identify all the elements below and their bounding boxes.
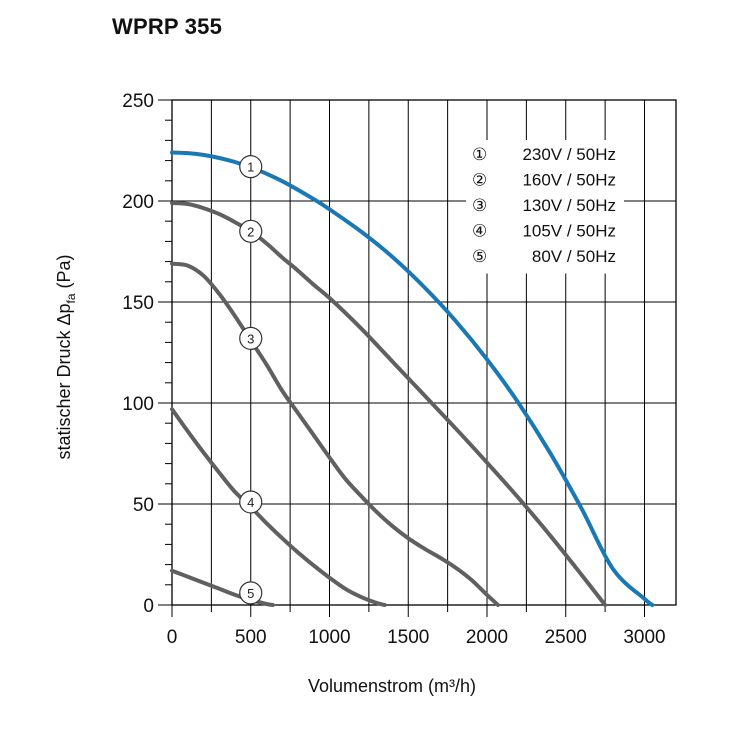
y-tick-label: 150 — [122, 293, 154, 314]
legend-symbol-2: ② — [472, 171, 487, 190]
marker-label: 3 — [247, 331, 254, 346]
y-tick-label: 200 — [122, 192, 154, 213]
marker-circle — [239, 155, 263, 179]
curve-marker-3: 3 — [239, 326, 263, 350]
series-line-2 — [170, 201, 608, 607]
y-tick-label: 0 — [143, 596, 154, 617]
curve-marker-2: 2 — [239, 219, 263, 243]
legend-entry-5: 80V / 50Hz — [532, 247, 616, 266]
curve-marker-4: 4 — [239, 490, 263, 514]
plot-border — [171, 99, 677, 606]
y-axis-label: statischer Druck Δpfa (Pa) — [54, 254, 78, 459]
y-axis-label-unit: (Pa) — [54, 254, 74, 293]
x-tick-label: 1500 — [387, 627, 429, 648]
curve-markers: 1 2 3 4 5 — [239, 155, 263, 605]
legend-entry-2: 160V / 50Hz — [522, 171, 616, 190]
legend-entry-4: 105V / 50Hz — [522, 222, 616, 241]
legend-entry-1: 230V / 50Hz — [522, 145, 616, 164]
legend-symbol-5: ⑤ — [472, 247, 487, 266]
x-tick-label: 3000 — [623, 627, 665, 648]
legend-symbol-3: ③ — [472, 196, 487, 215]
marker-label: 4 — [247, 495, 254, 510]
marker-label: 2 — [247, 224, 254, 239]
series-line-5 — [170, 568, 275, 607]
y-tick-label: 100 — [122, 394, 154, 415]
marker-label: 1 — [247, 160, 254, 175]
series-line-4 — [170, 407, 387, 607]
marker-label: 5 — [247, 586, 254, 601]
legend-entry-3: 130V / 50Hz — [522, 196, 616, 215]
x-tick-label: 1000 — [308, 627, 350, 648]
chart-title: WPRP 355 — [112, 14, 223, 39]
legend: ① 230V / 50Hz ② 160V / 50Hz ③ 130V / 50Hz ④ 105… — [466, 140, 624, 274]
series-lines — [170, 150, 655, 607]
y-axis-label-main: statischer Druck Δp — [54, 303, 74, 459]
y-axis-label-subscript: fa — [64, 293, 78, 303]
y-tick-label: 50 — [133, 495, 154, 516]
curve-marker-1: 1 — [239, 155, 263, 179]
x-tick-label: 2000 — [466, 627, 508, 648]
legend-box — [466, 140, 624, 274]
x-tick-label: 500 — [235, 627, 267, 648]
marker-circle — [239, 490, 263, 514]
marker-circle — [239, 219, 263, 243]
x-tick-label: 2500 — [545, 627, 587, 648]
curve-marker-5: 5 — [239, 581, 263, 605]
y-tick-label: 250 — [122, 91, 154, 112]
x-axis-label: Volumenstrom (m³/h) — [308, 676, 476, 696]
series-line-3 — [170, 261, 500, 607]
plot-frame — [171, 99, 677, 606]
marker-circle — [239, 581, 263, 605]
legend-symbol-1: ① — [472, 145, 487, 164]
marker-circle — [239, 326, 263, 350]
series-line-1 — [170, 150, 655, 607]
x-tick-label: 0 — [167, 627, 178, 648]
legend-symbol-4: ④ — [472, 222, 487, 241]
